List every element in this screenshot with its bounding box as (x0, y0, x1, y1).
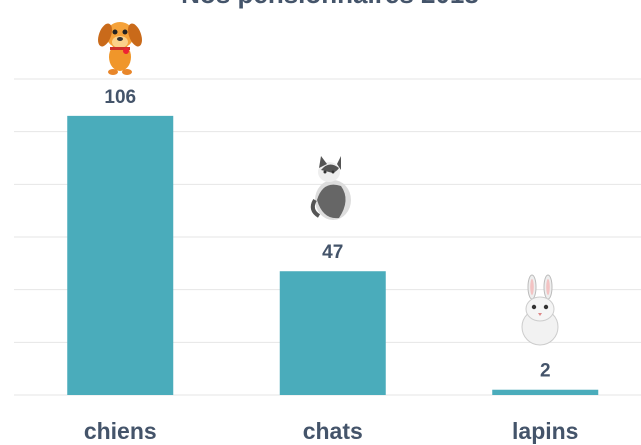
bar (492, 390, 598, 395)
cat-icon (313, 156, 351, 220)
page: Nos pensionnaires 2018 106 chiens 47 chats 2… (0, 0, 641, 445)
value-label: 2 (540, 361, 551, 382)
chart-title: Nos pensionnaires 2018 (181, 0, 479, 9)
dog-icon (95, 22, 144, 75)
x-tick-label: lapins (512, 418, 578, 444)
x-tick-label: chats (303, 418, 363, 444)
rabbit-icon (522, 275, 558, 345)
chart: Nos pensionnaires 2018 106 chiens 47 chats 2… (0, 0, 641, 445)
x-tick-label: chiens (84, 418, 157, 444)
bar (280, 271, 386, 395)
value-label: 106 (104, 87, 136, 108)
value-label: 47 (322, 242, 343, 263)
bar (67, 116, 173, 395)
